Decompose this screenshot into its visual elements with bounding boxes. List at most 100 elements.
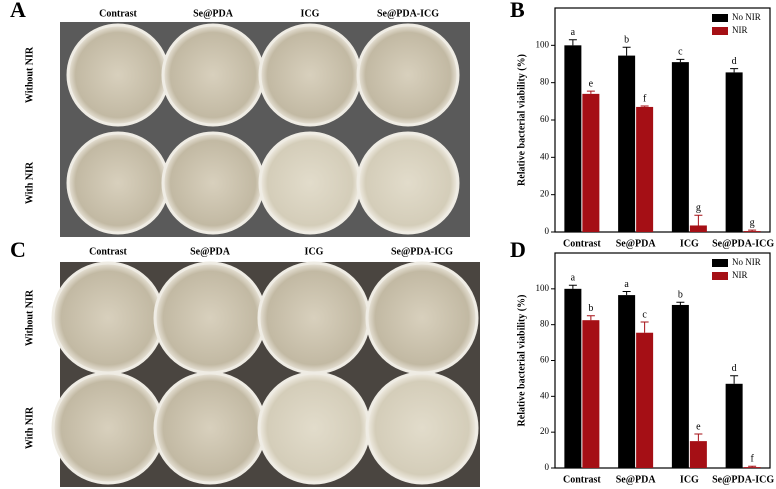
petri-dish [365, 261, 479, 375]
significance-letter: b [588, 303, 593, 314]
column-label: Contrast [89, 246, 127, 257]
x-tick-label: ICG [680, 238, 699, 249]
error-bar [676, 301, 685, 305]
column-label: ICG [305, 246, 324, 257]
y-tick-label: 0 [545, 226, 550, 236]
significance-letter: f [750, 454, 754, 465]
petri-dish [51, 371, 165, 485]
x-tick-label: Se@PDA [616, 474, 657, 485]
column-label: ICG [301, 8, 320, 19]
y-tick-label: 20 [540, 426, 550, 436]
petri-dish [257, 371, 371, 485]
petri-dish [51, 261, 165, 375]
panel-label: C [10, 237, 26, 262]
legend-label: No NIR [732, 257, 761, 267]
bar [743, 467, 761, 468]
significance-letter: e [589, 78, 594, 89]
error-bar [586, 315, 595, 321]
y-axis-label: Relative bacterial viability (%) [516, 54, 527, 186]
significance-letter: f [643, 93, 647, 104]
significance-letter: d [732, 56, 737, 67]
y-tick-label: 40 [540, 151, 550, 161]
error-bar [748, 229, 757, 232]
petri-dish [161, 131, 265, 235]
significance-letter: a [571, 27, 576, 38]
significance-letter: b [624, 34, 629, 45]
x-tick-label: Se@PDA [616, 238, 657, 249]
bar [671, 62, 689, 233]
petri-dish [66, 23, 170, 127]
petri-dish [153, 371, 267, 485]
significance-letter: a [624, 279, 629, 290]
legend-swatch [712, 27, 728, 35]
bar [582, 93, 600, 232]
panel-label: A [10, 0, 26, 22]
error-bar [622, 291, 631, 296]
column-label: Se@PDA [193, 8, 234, 19]
bar [671, 304, 689, 468]
legend-label: NIR [732, 25, 748, 35]
bar [725, 72, 743, 233]
y-tick-label: 100 [536, 39, 550, 49]
bar [636, 106, 654, 232]
legend-label: NIR [732, 270, 748, 280]
x-tick-label: Se@PDA-ICG [712, 238, 774, 249]
row-label: With NIR [24, 161, 35, 204]
significance-letter: g [696, 202, 701, 213]
error-bar [568, 39, 577, 46]
bar [618, 295, 636, 468]
y-tick-label: 100 [536, 283, 550, 293]
error-bar [640, 321, 649, 333]
panel-label: B [510, 0, 525, 22]
column-label: Se@PDA-ICG [391, 246, 453, 257]
x-tick-label: Se@PDA-ICG [712, 474, 774, 485]
error-bar [730, 68, 739, 73]
row-label: Without NIR [24, 289, 35, 346]
bar [564, 288, 582, 468]
legend-swatch [712, 259, 728, 267]
petri-dish [153, 261, 267, 375]
significance-letter: e [696, 421, 701, 432]
bar [689, 441, 707, 468]
significance-letter: d [732, 363, 737, 374]
y-axis-label: Relative bacterial viability (%) [516, 295, 527, 427]
bar [689, 225, 707, 232]
petri-dish [161, 23, 265, 127]
bar [743, 231, 761, 232]
significance-letter: c [678, 47, 683, 58]
petri-dish [356, 23, 460, 127]
petri-dish [66, 131, 170, 235]
column-label: Se@PDA-ICG [377, 8, 439, 19]
row-label: With NIR [24, 406, 35, 449]
y-tick-label: 40 [540, 390, 550, 400]
y-tick-label: 0 [545, 462, 550, 472]
bar [618, 55, 636, 232]
significance-letter: a [571, 273, 576, 284]
significance-letter: c [642, 309, 647, 320]
y-tick-label: 80 [540, 77, 550, 87]
petri-dish [365, 371, 479, 485]
error-bar [730, 375, 739, 384]
y-tick-label: 60 [540, 114, 550, 124]
legend-swatch [712, 272, 728, 280]
petri-dish [258, 131, 362, 235]
bar [636, 332, 654, 468]
error-bar [640, 105, 649, 107]
x-tick-label: ICG [680, 474, 699, 485]
y-tick-label: 20 [540, 189, 550, 199]
column-label: Se@PDA [190, 246, 231, 257]
petri-dish [257, 261, 371, 375]
significance-letter: b [678, 290, 683, 301]
bar [582, 320, 600, 468]
column-label: Contrast [99, 8, 137, 19]
error-bar [586, 90, 595, 94]
bar [725, 383, 743, 468]
petri-dish [356, 131, 460, 235]
y-tick-label: 80 [540, 319, 550, 329]
error-bar [622, 46, 631, 56]
significance-letter: g [750, 217, 755, 228]
legend-swatch [712, 14, 728, 22]
petri-dish [258, 23, 362, 127]
error-bar [694, 214, 703, 226]
